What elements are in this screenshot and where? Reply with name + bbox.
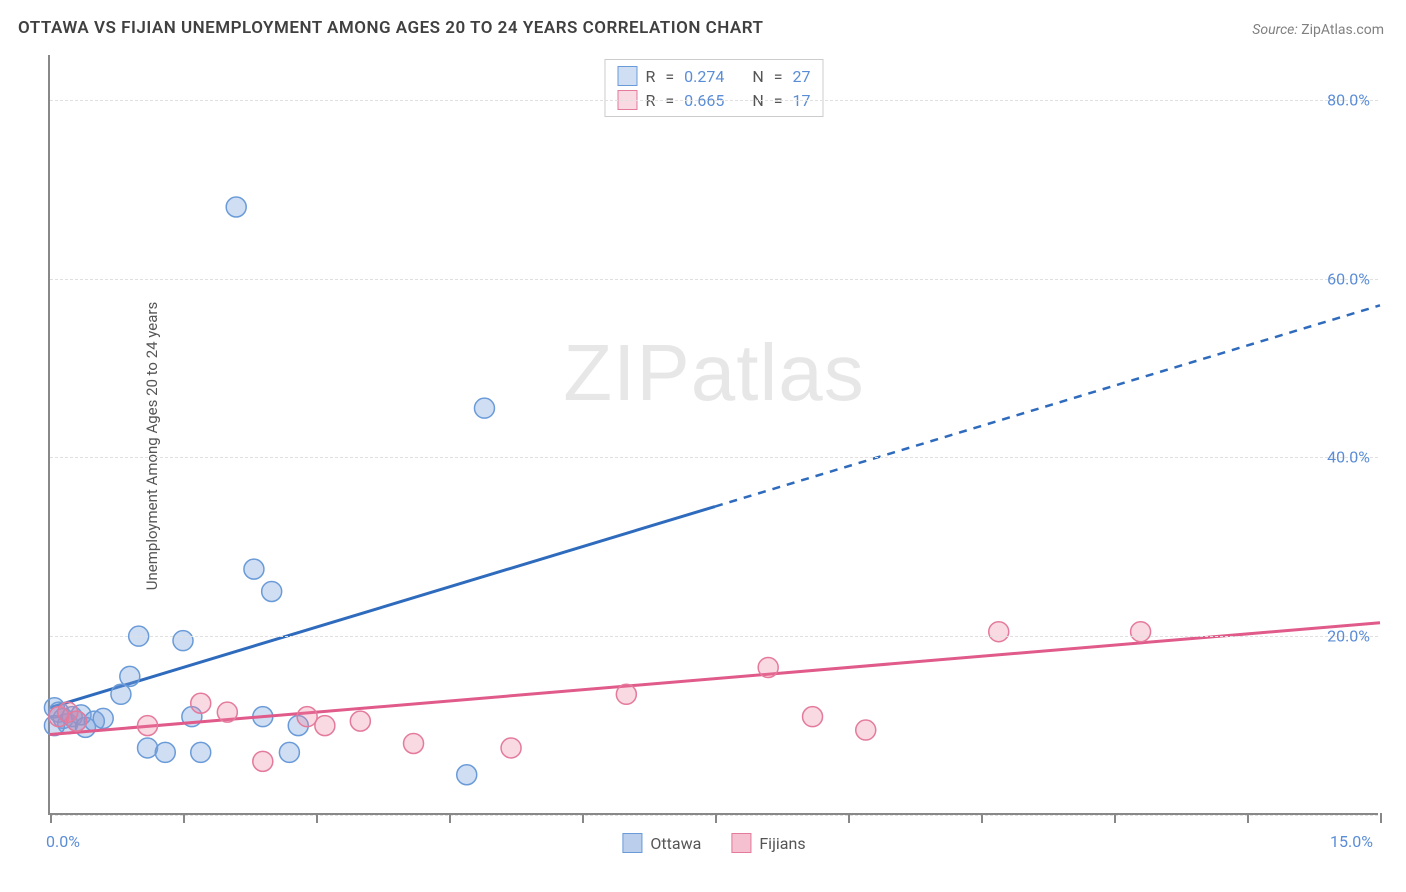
gridline [50, 100, 1378, 101]
x-tick [582, 813, 584, 823]
x-tick-label: 15.0% [1330, 832, 1373, 851]
x-tick [981, 813, 983, 823]
data-point [93, 708, 113, 728]
x-tick [1247, 813, 1249, 823]
data-point [253, 751, 273, 771]
data-point [262, 581, 282, 601]
x-tick [316, 813, 318, 823]
trend-line-solid [50, 507, 715, 708]
data-point [217, 702, 237, 722]
series-legend-label: Fijians [759, 834, 805, 853]
data-point [244, 559, 264, 579]
x-tick [449, 813, 451, 823]
x-tick [1114, 813, 1116, 823]
chart-title: OTTAWA VS FIJIAN UNEMPLOYMENT AMONG AGES… [18, 18, 763, 38]
legend-swatch [622, 833, 642, 853]
data-point [120, 666, 140, 686]
legend-swatch [731, 833, 751, 853]
data-point [191, 742, 211, 762]
data-point [457, 765, 477, 785]
y-tick-label: 40.0% [1327, 448, 1370, 467]
data-point [1131, 622, 1151, 642]
data-point [138, 716, 158, 736]
trend-line-dashed [715, 305, 1380, 506]
scatter-svg [50, 55, 1378, 813]
x-tick [848, 813, 850, 823]
trend-line-solid [50, 623, 1380, 735]
data-point [279, 742, 299, 762]
source-value: ZipAtlas.com [1301, 22, 1384, 38]
series-legend: Ottawa Fijians [622, 833, 805, 853]
data-point [111, 684, 131, 704]
x-tick [50, 813, 52, 823]
y-tick-label: 80.0% [1327, 90, 1370, 109]
x-tick-label: 0.0% [46, 832, 80, 851]
data-point [501, 738, 521, 758]
data-point [803, 707, 823, 727]
plot-area: ZIPatlas R=0.274N=27R=0.665N=17 OttawaFi… [48, 55, 1378, 815]
data-point [297, 707, 317, 727]
x-tick [1380, 813, 1382, 823]
data-point [67, 711, 87, 731]
data-point [226, 197, 246, 217]
y-tick-label: 20.0% [1327, 627, 1370, 646]
data-point [474, 398, 494, 418]
data-point [138, 738, 158, 758]
gridline [50, 815, 1378, 816]
data-point [315, 716, 335, 736]
source-label: Source: [1252, 22, 1297, 38]
gridline [50, 457, 1378, 458]
data-point [758, 657, 778, 677]
data-point [350, 711, 370, 731]
data-point [989, 622, 1009, 642]
x-tick [715, 813, 717, 823]
gridline [50, 279, 1378, 280]
source-attribution: Source: ZipAtlas.com [1252, 22, 1384, 38]
data-point [616, 684, 636, 704]
x-tick [183, 813, 185, 823]
series-legend-label: Ottawa [650, 834, 701, 853]
series-legend-item: Ottawa [622, 833, 701, 853]
data-point [173, 631, 193, 651]
series-legend-item: Fijians [731, 833, 805, 853]
data-point [155, 742, 175, 762]
data-point [856, 720, 876, 740]
data-point [404, 733, 424, 753]
gridline [50, 636, 1378, 637]
data-point [191, 693, 211, 713]
y-tick-label: 60.0% [1327, 269, 1370, 288]
